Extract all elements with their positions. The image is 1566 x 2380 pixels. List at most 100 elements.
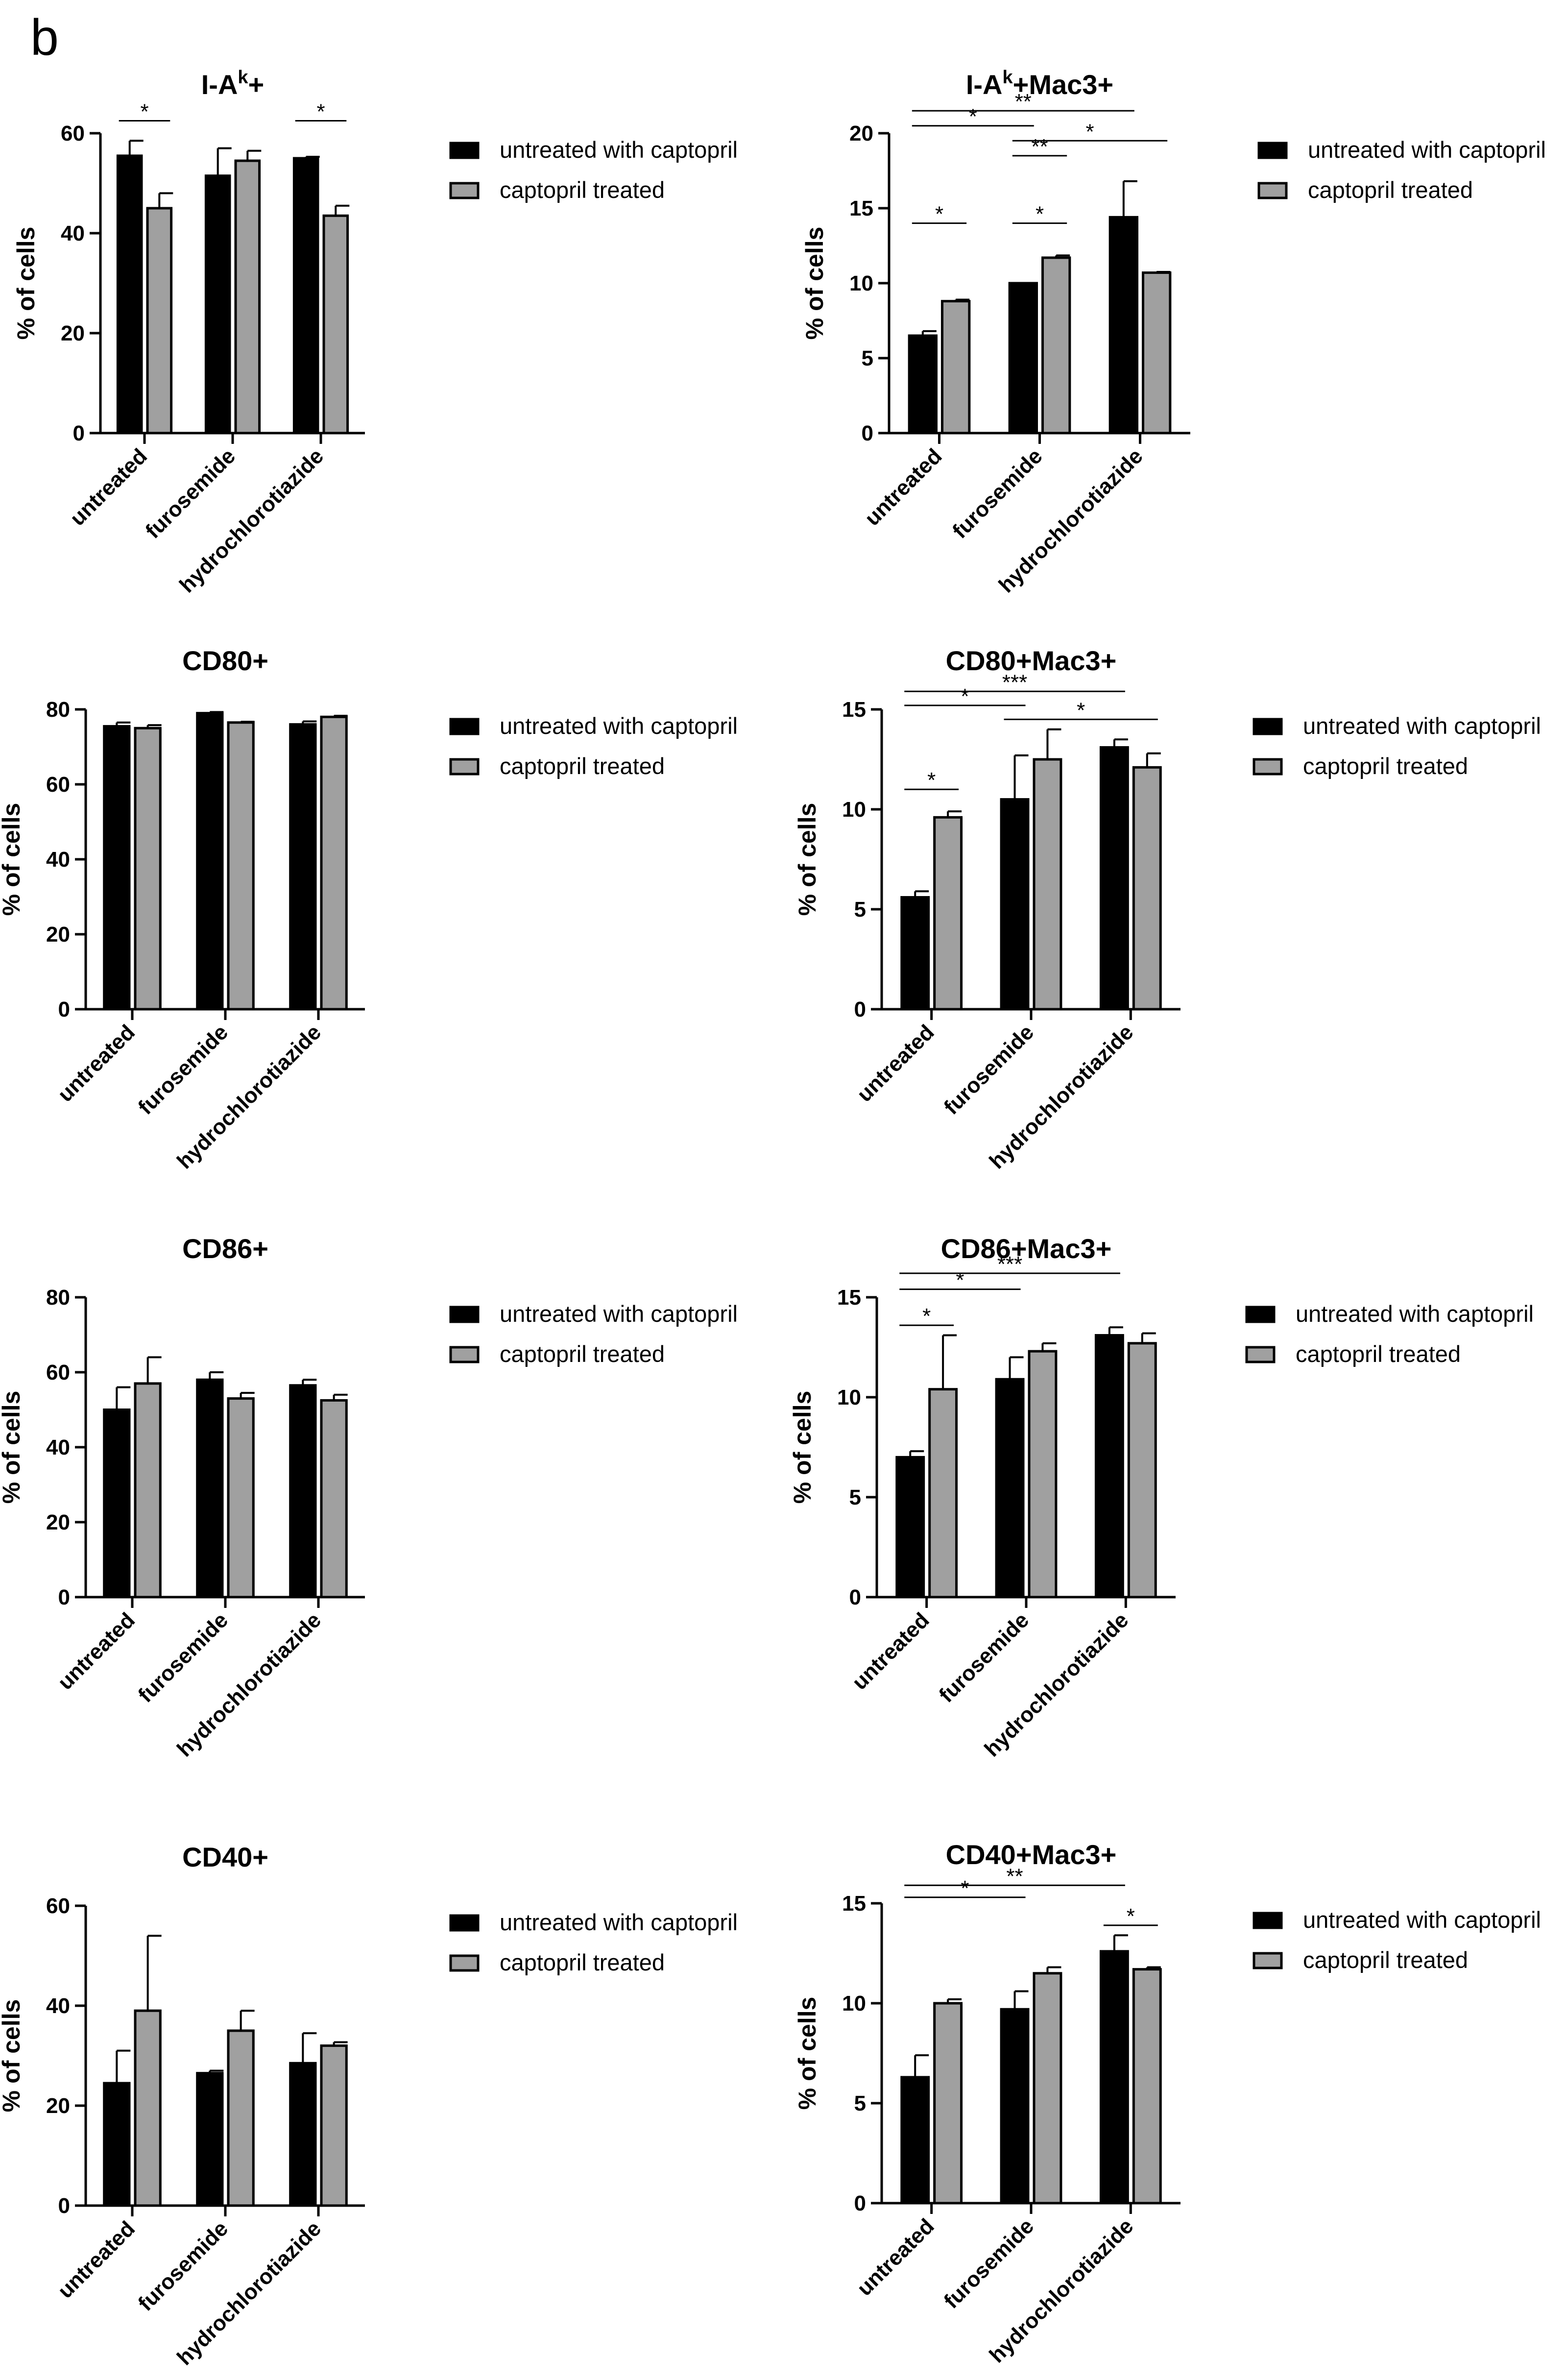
y-tick-label: 10: [842, 798, 866, 822]
legend-swatch: [1257, 182, 1288, 199]
x-tick-label: furosemide: [948, 444, 1047, 543]
significance-label: *: [1036, 202, 1044, 226]
y-tick-label: 0: [58, 1585, 70, 1609]
x-tick-label: furosemide: [940, 1020, 1038, 1119]
legend-label: untreated with captopril: [1303, 713, 1541, 739]
bar-captopril-treated: [320, 715, 348, 1011]
legend-swatch: [1253, 1952, 1283, 1969]
chart-1: I-Ak+ % of cells 0 20 40 60 untreatedfurosemid…: [12, 67, 738, 597]
bar-untreated-with-captopril: [204, 174, 231, 435]
y-axis-label: % of cells: [801, 227, 828, 340]
significance-label: *: [935, 202, 943, 226]
y-tick-label: 40: [46, 1994, 70, 2018]
y-axis-label: % of cells: [0, 1391, 25, 1504]
bar-captopril-treated: [322, 214, 349, 435]
legend-label: captopril treated: [500, 1949, 665, 1975]
significance-label: **: [1031, 135, 1048, 159]
legend-label: untreated with captopril: [500, 1301, 738, 1327]
bar-untreated-with-captopril: [1099, 746, 1129, 1011]
chart-7: CD40+ % of cells 0 20 40 60 untreatedfurosemid…: [0, 1842, 738, 2370]
significance-label: *: [961, 684, 969, 708]
y-tick-label: 20: [849, 121, 873, 146]
legend-swatch: [449, 1954, 480, 1972]
y-tick-label: 40: [46, 1435, 70, 1459]
legend-label: untreated with captopril: [1308, 137, 1546, 163]
y-tick-label: 20: [46, 923, 70, 947]
bar-untreated-with-captopril: [900, 896, 930, 1011]
significance-label: **: [1015, 90, 1032, 114]
y-tick-label: 0: [58, 997, 70, 1021]
bar-captopril-treated: [320, 1399, 348, 1599]
bar-captopril-treated: [134, 2009, 162, 2207]
y-tick-label: 80: [46, 698, 70, 722]
bar-untreated-with-captopril: [1000, 798, 1030, 1011]
chart-5: CD86+ % of cells 0 20 40 60 80 untreatedfurosem…: [0, 1233, 738, 1761]
charts: I-Ak+% of cells0204060untreatedfurosemid…: [0, 67, 1546, 2370]
bar-captopril-treated: [1132, 766, 1162, 1011]
chart-title-tail: +Mac3+: [1013, 69, 1114, 100]
y-axis-label: % of cells: [12, 227, 40, 340]
bar-untreated-with-captopril: [103, 1409, 131, 1599]
chart-title-superscript: k: [238, 67, 248, 88]
y-tick-label: 0: [854, 2191, 866, 2215]
bar-untreated-with-captopril: [116, 154, 143, 435]
bar-captopril-treated: [1033, 758, 1062, 1011]
chart-title-main: CD40+: [182, 1842, 268, 1872]
significance-label: *: [316, 100, 325, 124]
y-tick-label: 5: [854, 898, 866, 922]
bar-untreated-with-captopril: [196, 1378, 224, 1599]
chart-2: I-Ak+Mac3+ % of cells 0 5 10 15 20 untreated fur…: [801, 67, 1546, 597]
bar-untreated-with-captopril: [196, 2072, 224, 2207]
legend-swatch: [1257, 142, 1288, 159]
legend-swatch: [449, 142, 480, 159]
legend-swatch: [449, 182, 480, 199]
y-tick-label: 60: [61, 121, 85, 146]
legend-label: captopril treated: [1303, 753, 1468, 779]
bar-captopril-treated: [134, 727, 162, 1011]
x-tick-label: furosemide: [134, 1020, 233, 1119]
chart-title-main: CD40+Mac3+: [946, 1839, 1117, 1870]
y-axis-label: % of cells: [0, 1999, 25, 2113]
chart-title-tail: +: [248, 69, 265, 100]
y-tick-label: 0: [58, 2194, 70, 2218]
y-tick-label: 0: [849, 1585, 861, 1609]
significance-label: *: [1077, 698, 1085, 722]
legend-swatch: [1245, 1306, 1276, 1323]
bar-untreated-with-captopril: [103, 2082, 131, 2207]
x-tick-label: furosemide: [134, 1608, 233, 1707]
bar-captopril-treated: [227, 1397, 255, 1599]
x-tick-label: furosemide: [940, 2214, 1038, 2313]
bar-untreated-with-captopril: [1099, 1950, 1129, 2205]
bar-untreated-with-captopril: [289, 2062, 317, 2207]
bar-captopril-treated: [227, 2029, 255, 2207]
legend-swatch: [449, 758, 480, 776]
y-tick-label: 20: [46, 2094, 70, 2118]
significance-label: *: [1127, 1904, 1135, 1928]
y-tick-label: 20: [61, 321, 85, 345]
bar-captopril-treated: [134, 1382, 162, 1599]
legend-label: untreated with captopril: [1296, 1301, 1534, 1327]
legend-label: captopril treated: [1303, 1947, 1468, 1973]
bar-captopril-treated: [933, 816, 963, 1011]
bar-captopril-treated: [1033, 1972, 1062, 2205]
y-tick-label: 5: [849, 1485, 861, 1509]
bar-captopril-treated: [1127, 1342, 1157, 1599]
bar-captopril-treated: [227, 721, 255, 1011]
bar-captopril-treated: [320, 2044, 348, 2207]
bar-untreated-with-captopril: [1108, 216, 1138, 435]
y-tick-label: 15: [842, 698, 866, 722]
legend-label: captopril treated: [1296, 1341, 1461, 1367]
legend-label: untreated with captopril: [500, 713, 738, 739]
bar-untreated-with-captopril: [995, 1378, 1025, 1599]
y-tick-label: 0: [862, 421, 873, 445]
bar-untreated-with-captopril: [900, 2076, 930, 2205]
legend-label: captopril treated: [500, 177, 665, 203]
chart-title: CD86+Mac3+: [941, 1233, 1112, 1264]
x-tick-label: furosemide: [141, 444, 240, 543]
legend-swatch: [449, 1306, 480, 1323]
y-tick-label: 60: [46, 1360, 70, 1384]
y-axis-label: % of cells: [789, 1391, 816, 1504]
y-tick-label: 20: [46, 1510, 70, 1534]
chart-4: CD80+Mac3+ % of cells 0 5 10 15 untreated furos…: [794, 645, 1541, 1173]
bar-untreated-with-captopril: [292, 157, 319, 435]
